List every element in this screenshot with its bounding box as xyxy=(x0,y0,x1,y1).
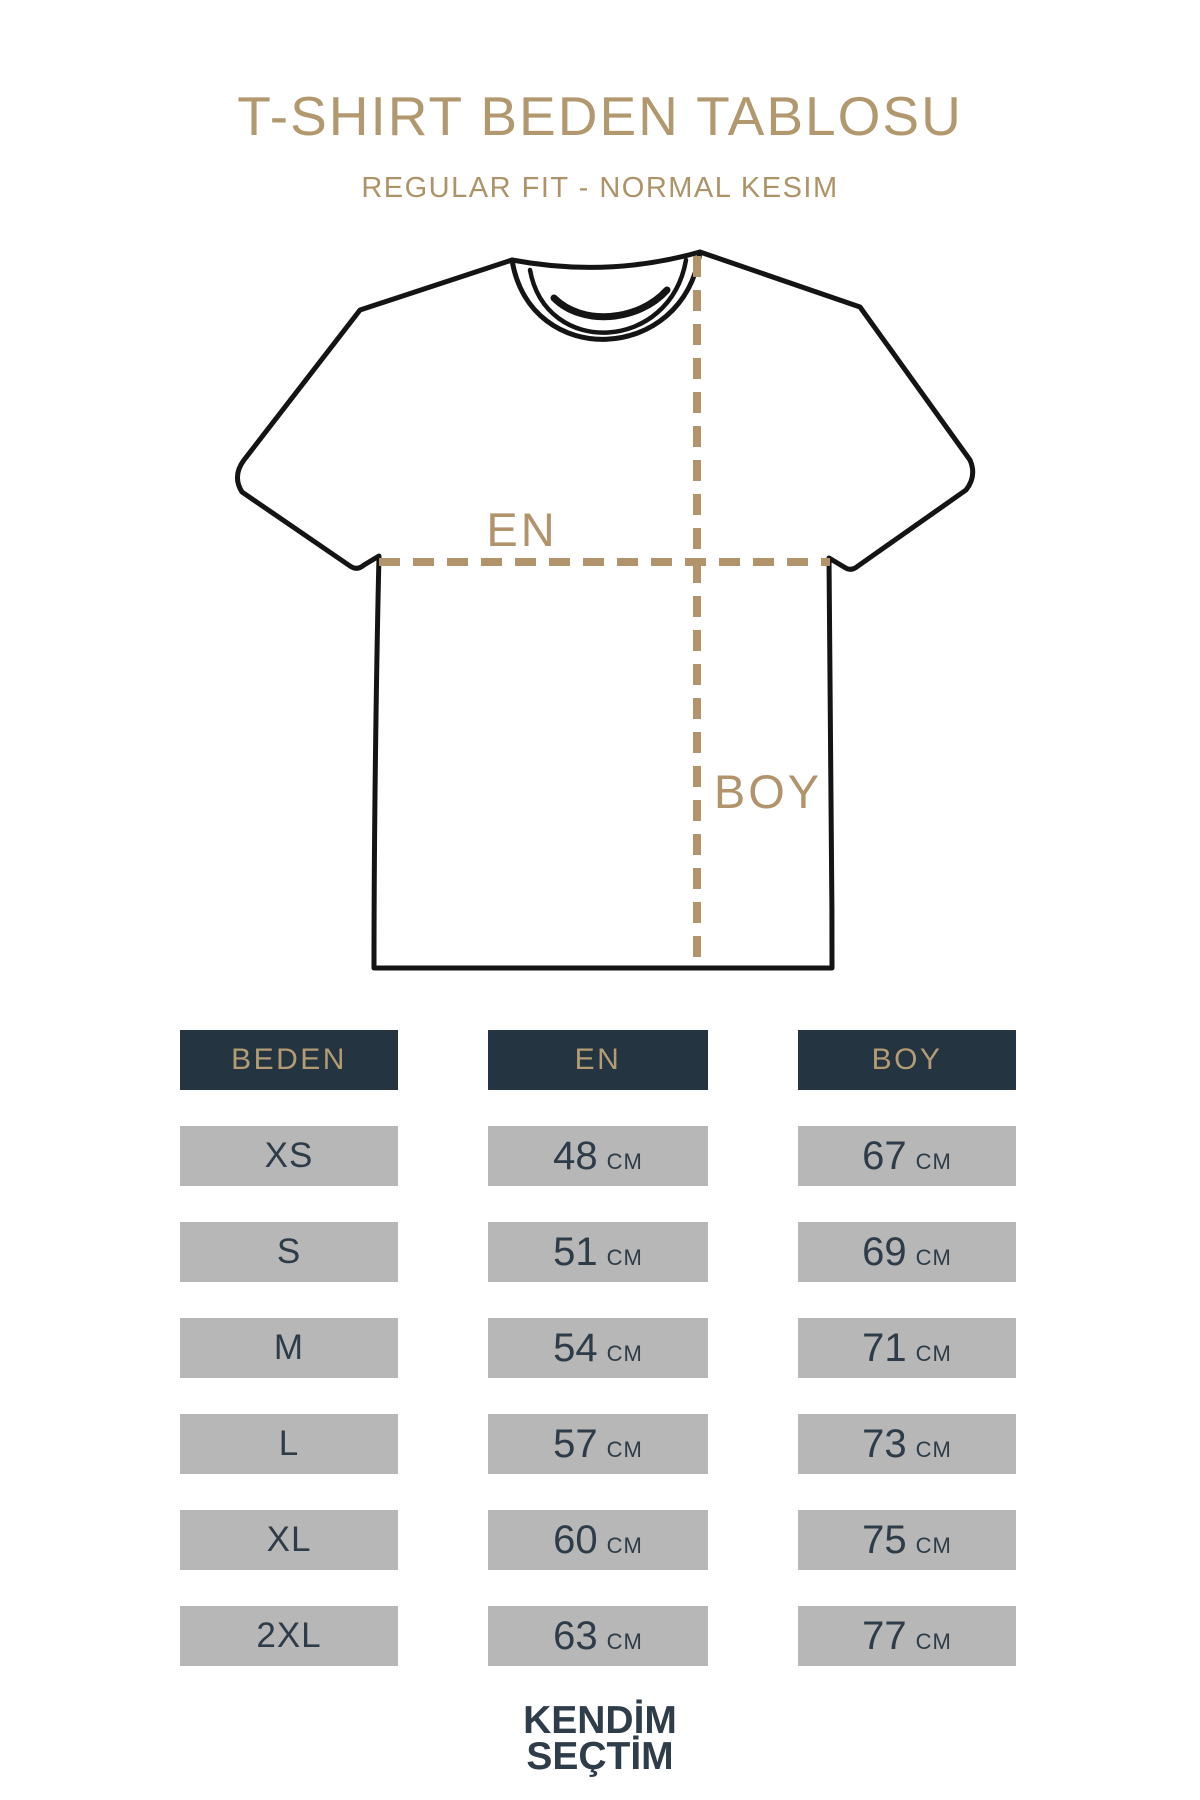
boy-value: 71 xyxy=(862,1325,907,1370)
boy-cell-xs: 67 CM xyxy=(798,1126,1016,1186)
en-cell-xs: 48 CM xyxy=(488,1126,708,1186)
page-title: T-SHIRT BEDEN TABLOSU xyxy=(237,85,963,147)
unit-label: CM xyxy=(915,1340,952,1366)
size-cell-xs: XS xyxy=(180,1126,398,1186)
boy-cell-s: 69 CM xyxy=(798,1222,1016,1282)
en-value: 63 xyxy=(553,1613,598,1658)
brand-line-2: SEÇTİM xyxy=(526,1735,674,1779)
boy-value: 75 xyxy=(862,1517,907,1562)
boy-value: 77 xyxy=(862,1613,907,1658)
width-label: EN xyxy=(486,503,557,556)
boy-cell-2xl: 77 CM xyxy=(798,1606,1016,1666)
size-cell-2xl: 2XL xyxy=(180,1606,398,1666)
tshirt-measurement-diagram: EN BOY xyxy=(235,249,976,971)
tshirt-outline-icon xyxy=(235,249,976,971)
column-header-boy: BOY xyxy=(798,1030,1016,1090)
unit-label: CM xyxy=(606,1628,643,1654)
size-table: BEDEN EN BOY XS 48 CM 67 CM S 51 CM 69 CM M … xyxy=(180,1030,1016,1666)
unit-label: CM xyxy=(606,1532,643,1558)
en-cell-l: 57 CM xyxy=(488,1414,708,1474)
size-cell-xl: XL xyxy=(180,1510,398,1570)
collar-back-icon xyxy=(550,286,671,321)
boy-cell-xl: 75 CM xyxy=(798,1510,1016,1570)
en-cell-xl: 60 CM xyxy=(488,1510,708,1570)
en-value: 51 xyxy=(553,1229,598,1274)
brand-line-1: KENDİM xyxy=(523,1699,677,1742)
en-value: 48 xyxy=(553,1133,598,1178)
boy-value: 69 xyxy=(862,1229,907,1274)
boy-cell-l: 73 CM xyxy=(798,1414,1016,1474)
size-cell-l: L xyxy=(180,1414,398,1474)
brand-logo: KENDİM SEÇTİM xyxy=(0,1699,1200,1779)
column-header-en: EN xyxy=(488,1030,708,1090)
en-value: 57 xyxy=(553,1421,598,1466)
en-cell-s: 51 CM xyxy=(488,1222,708,1282)
unit-label: CM xyxy=(915,1436,952,1462)
boy-cell-m: 71 CM xyxy=(798,1318,1016,1378)
unit-label: CM xyxy=(915,1532,952,1558)
size-cell-m: M xyxy=(180,1318,398,1378)
unit-label: CM xyxy=(606,1244,643,1270)
page-subtitle: REGULAR FIT - NORMAL KESIM xyxy=(361,172,839,204)
unit-label: CM xyxy=(606,1148,643,1174)
boy-value: 73 xyxy=(862,1421,907,1466)
unit-label: CM xyxy=(606,1436,643,1462)
en-cell-m: 54 CM xyxy=(488,1318,708,1378)
unit-label: CM xyxy=(915,1628,952,1654)
column-header-beden: BEDEN xyxy=(180,1030,398,1090)
collar-inner-icon xyxy=(527,257,689,335)
collar-outer-icon xyxy=(509,249,703,342)
unit-label: CM xyxy=(606,1340,643,1366)
en-cell-2xl: 63 CM xyxy=(488,1606,708,1666)
unit-label: CM xyxy=(915,1148,952,1174)
unit-label: CM xyxy=(915,1244,952,1270)
en-value: 60 xyxy=(553,1517,598,1562)
length-label: BOY xyxy=(714,765,822,818)
en-value: 54 xyxy=(553,1325,598,1370)
boy-value: 67 xyxy=(862,1133,907,1178)
size-cell-s: S xyxy=(180,1222,398,1282)
